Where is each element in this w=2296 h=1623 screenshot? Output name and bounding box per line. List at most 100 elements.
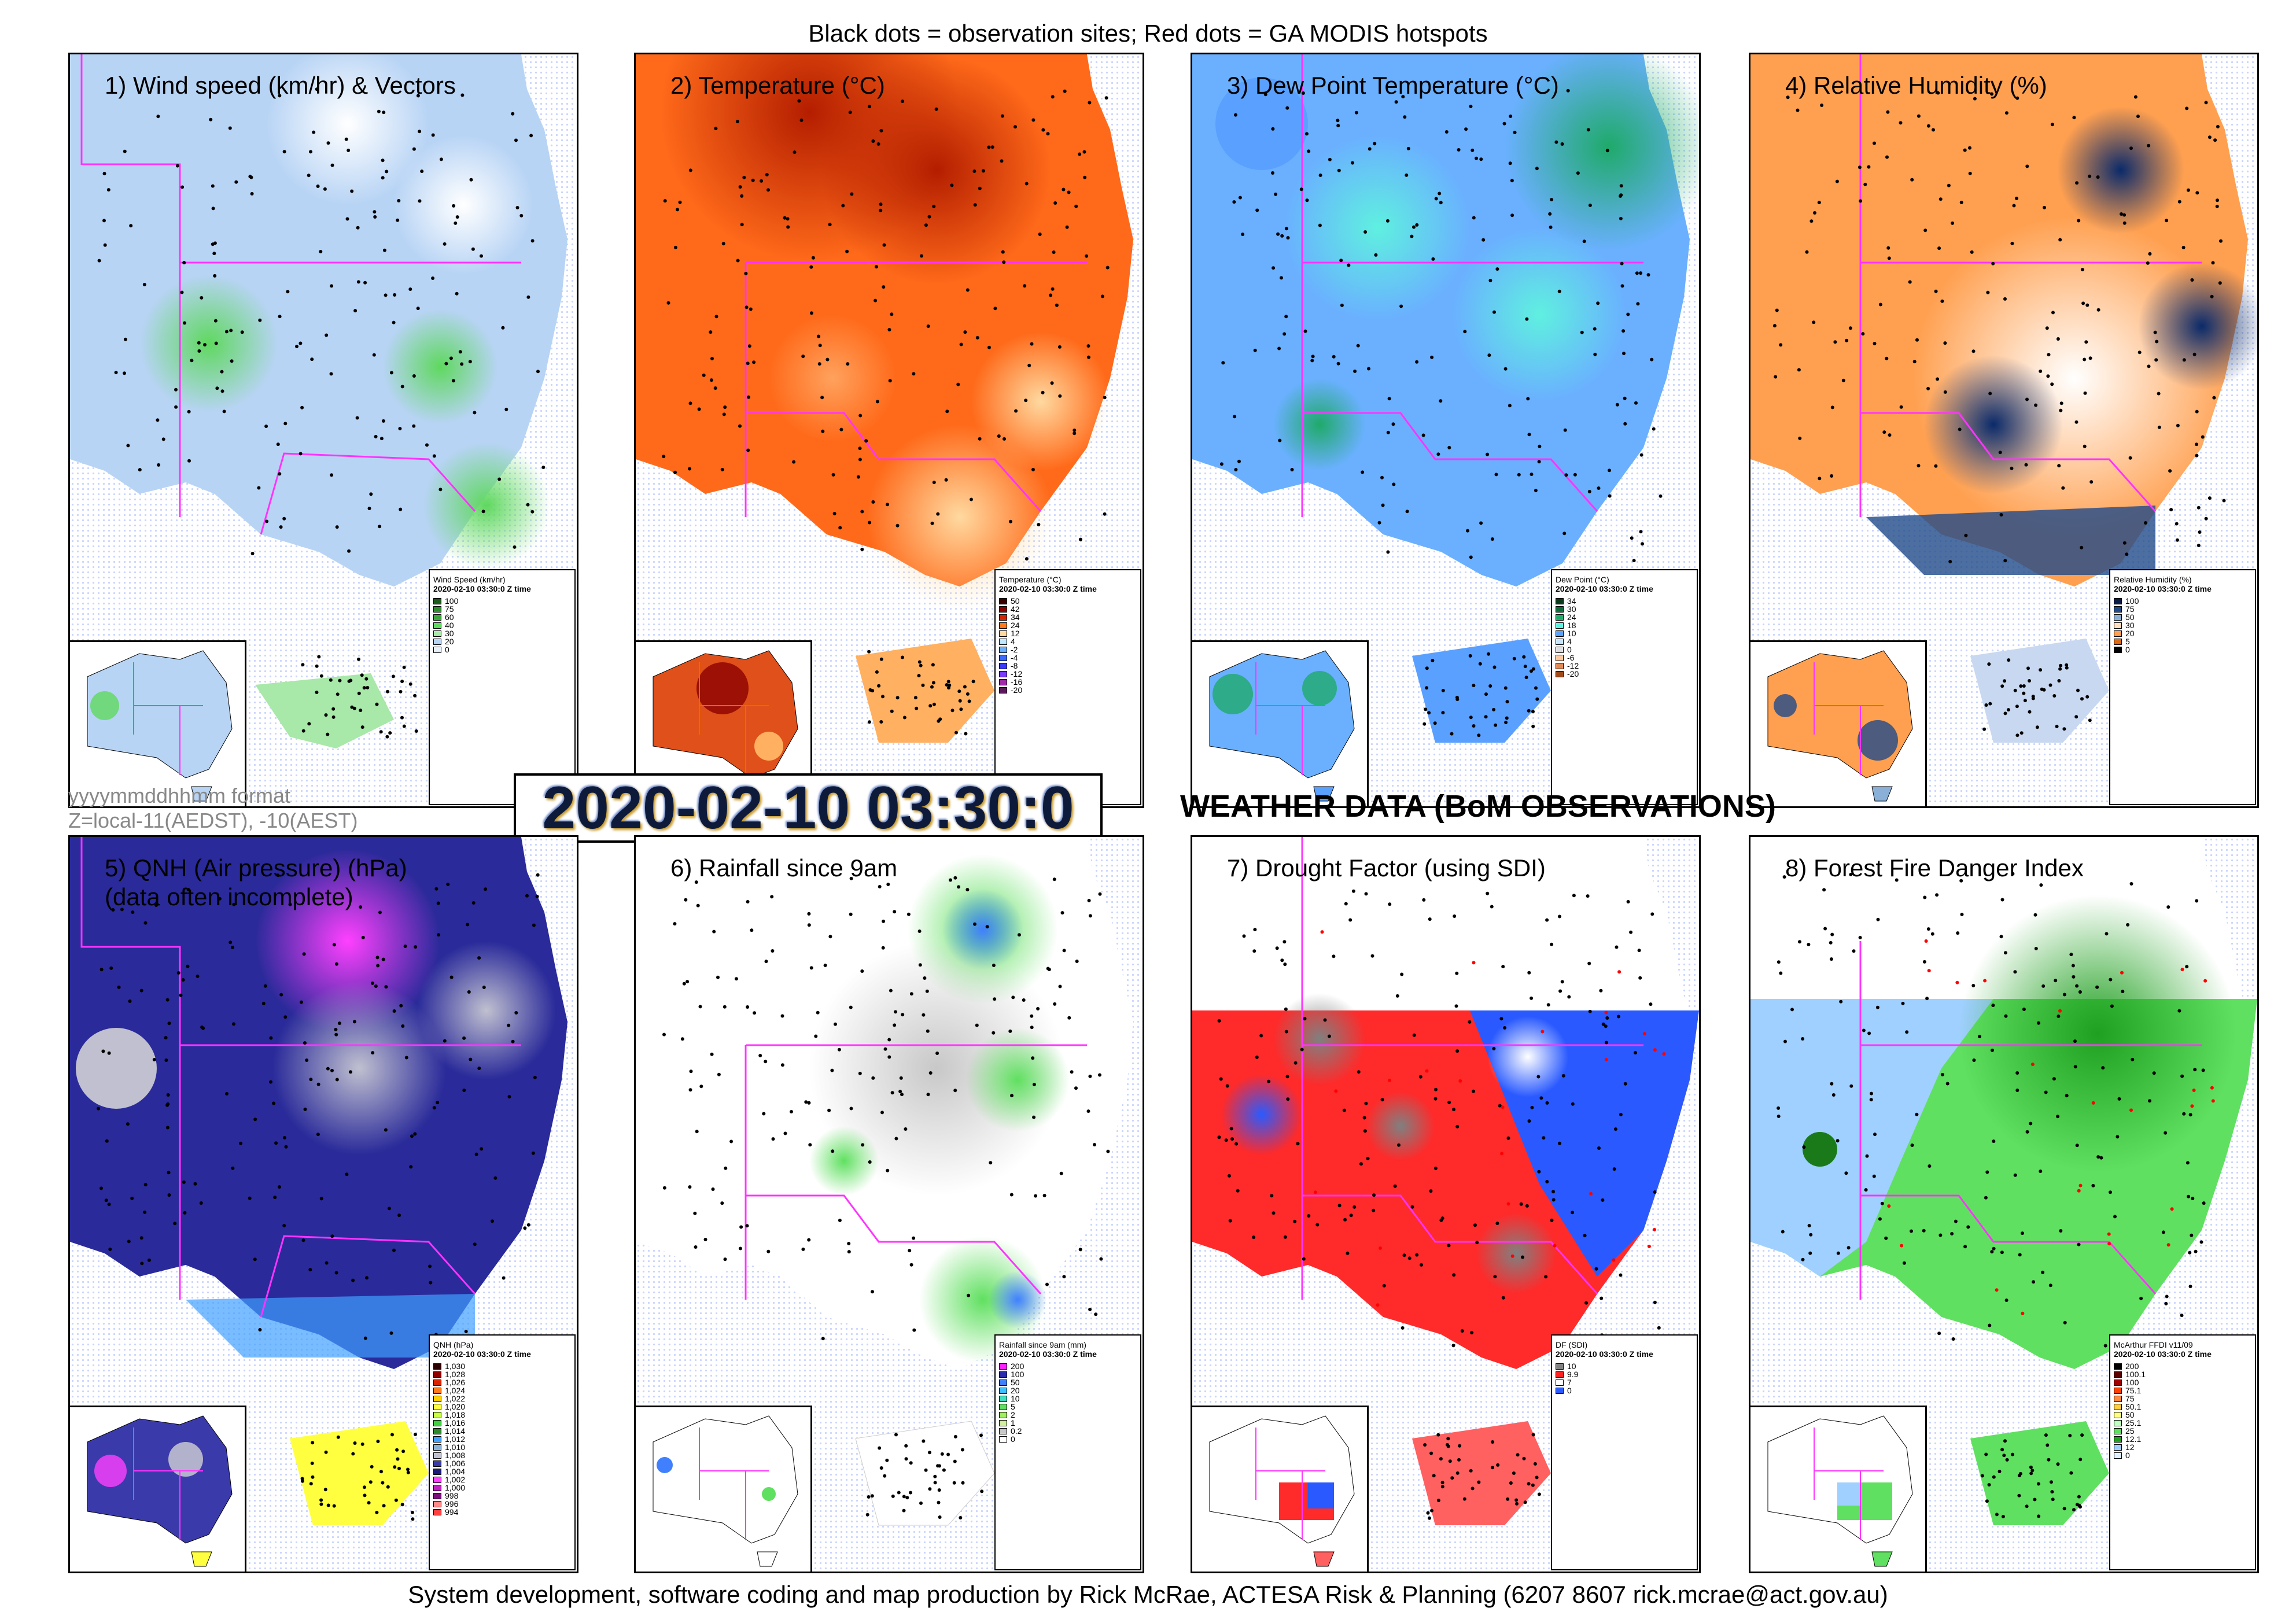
observation-site-dot xyxy=(443,1039,447,1043)
observation-site-dot xyxy=(868,521,872,525)
observation-site-dot xyxy=(2190,1233,2194,1237)
legend-label: 0 xyxy=(2125,645,2130,654)
legend-entry: 100.1 xyxy=(2114,1370,2251,1379)
legend-label: -12 xyxy=(1011,669,1023,678)
hotspot-dot xyxy=(1887,1204,1891,1208)
observation-site-dot xyxy=(2077,1495,2081,1499)
hotspot-dot xyxy=(2077,1189,2081,1193)
legend-label: 20 xyxy=(2125,629,2135,638)
observation-site-dot xyxy=(735,120,739,124)
observation-site-dot xyxy=(375,956,379,960)
observation-site-dot xyxy=(2164,1301,2168,1305)
observation-site-dot xyxy=(454,221,458,225)
observation-site-dot xyxy=(1980,1474,1984,1478)
observation-site-dot xyxy=(2050,123,2054,127)
observation-site-dot xyxy=(2165,219,2169,223)
observation-site-dot xyxy=(2181,246,2186,249)
legend-swatch xyxy=(433,638,441,645)
observation-site-dot xyxy=(1447,445,1451,449)
observation-site-dot xyxy=(953,1459,957,1463)
legend-label: 0.2 xyxy=(1011,1426,1022,1436)
observation-site-dot xyxy=(786,225,790,229)
legend-swatch xyxy=(433,1492,441,1499)
panel-dew-point[interactable]: 3) Dew Point Temperature (°C) Dew Point … xyxy=(1191,53,1701,808)
observation-site-dot xyxy=(193,1182,197,1186)
observation-site-dot xyxy=(1639,453,1643,457)
observation-site-dot xyxy=(698,1005,702,1009)
observation-site-dot xyxy=(355,416,359,420)
observation-site-dot xyxy=(187,410,191,414)
observation-site-dot xyxy=(1106,1149,1110,1153)
panel-temperature[interactable]: 2) Temperature (°C) Temperature (°C) 202… xyxy=(634,53,1144,808)
panel-drought-factor[interactable]: 7) Drought Factor (using SDI) DF (SDI) 2… xyxy=(1191,835,1701,1573)
observation-site-dot xyxy=(960,1448,964,1452)
observation-site-dot xyxy=(1009,1193,1014,1197)
observation-site-dot xyxy=(360,1442,364,1446)
observation-site-dot xyxy=(850,192,854,196)
legend-entry: 24 xyxy=(999,621,1137,630)
panel-relative-humidity[interactable]: 4) Relative Humidity (%) Relative Humidi… xyxy=(1749,53,2259,808)
observation-site-dot xyxy=(1615,403,1619,407)
observation-site-dot xyxy=(309,1078,313,1082)
observation-site-dot xyxy=(1431,659,1435,662)
observation-site-dot xyxy=(1880,1201,1884,1205)
observation-site-dot xyxy=(928,704,933,708)
legend-entry: 20 xyxy=(433,637,571,646)
observation-site-dot xyxy=(1421,433,1425,437)
observation-site-dot xyxy=(745,1224,749,1228)
observation-site-dot xyxy=(895,523,900,528)
observation-site-dot xyxy=(1074,1086,1078,1090)
observation-site-dot xyxy=(258,318,262,322)
observation-site-dot xyxy=(1867,165,1871,169)
legend: Wind Speed (km/hr) 2020-02-10 03:30:0 Z … xyxy=(429,569,576,805)
observation-site-dot xyxy=(1318,223,1322,227)
panel-rainfall[interactable]: 6) Rainfall since 9am Rainfall since 9am… xyxy=(634,835,1144,1573)
panel-qnh[interactable]: 5) QNH (Air pressure) (hPa) (data often … xyxy=(68,835,578,1573)
observation-site-dot xyxy=(1479,521,1483,525)
observation-site-dot xyxy=(507,1095,511,1099)
observation-site-dot xyxy=(1271,171,1274,175)
observation-site-dot xyxy=(361,935,365,939)
observation-site-dot xyxy=(894,1433,898,1437)
observation-site-dot xyxy=(1836,1139,1840,1143)
panel-ffdi[interactable]: 8) Forest Fire Danger Index McArthur FFD… xyxy=(1749,835,2259,1573)
observation-site-dot xyxy=(1901,1001,1905,1005)
observation-site-dot xyxy=(2046,374,2050,378)
observation-site-dot xyxy=(1971,349,1976,353)
observation-site-dot xyxy=(311,1475,315,1479)
hotspot-dot xyxy=(2078,1183,2083,1187)
panel-wind-speed[interactable]: 1) Wind speed (km/hr) & Vectors Wind Spe… xyxy=(68,53,578,808)
observation-site-dot xyxy=(1078,152,1082,156)
hotspot-dot xyxy=(1927,969,1931,973)
legend-label: 50 xyxy=(1011,596,1020,606)
observation-site-dot xyxy=(2095,985,2099,989)
observation-site-dot xyxy=(1510,213,1514,217)
observation-site-dot xyxy=(434,887,438,891)
observation-site-dot xyxy=(1484,715,1488,719)
observation-site-dot xyxy=(928,1487,932,1491)
observation-site-dot xyxy=(200,296,204,300)
observation-site-dot xyxy=(2003,559,2007,563)
legend-rows: 10 9.9 7 0 xyxy=(1556,1362,1693,1395)
observation-site-dot xyxy=(1928,1164,1932,1168)
observation-site-dot xyxy=(97,1106,101,1111)
observation-site-dot xyxy=(935,1052,939,1055)
observation-site-dot xyxy=(694,880,698,884)
observation-site-dot xyxy=(817,334,821,338)
observation-site-dot xyxy=(1233,415,1237,419)
observation-site-dot xyxy=(879,202,883,206)
observation-site-dot xyxy=(2122,541,2127,545)
observation-site-dot xyxy=(232,902,236,906)
observation-site-dot xyxy=(997,434,1001,438)
observation-site-dot xyxy=(790,1110,793,1113)
observation-site-dot xyxy=(347,549,351,553)
observation-site-dot xyxy=(431,133,435,137)
observation-site-dot xyxy=(308,1268,312,1272)
observation-site-dot xyxy=(2017,1474,2021,1478)
observation-site-dot xyxy=(2012,204,2016,208)
hotspot-dot xyxy=(2107,1242,2111,1246)
observation-site-dot xyxy=(173,1222,177,1226)
observation-site-dot xyxy=(937,1488,941,1492)
legend-label: -8 xyxy=(1011,661,1018,670)
observation-site-dot xyxy=(1052,877,1056,881)
